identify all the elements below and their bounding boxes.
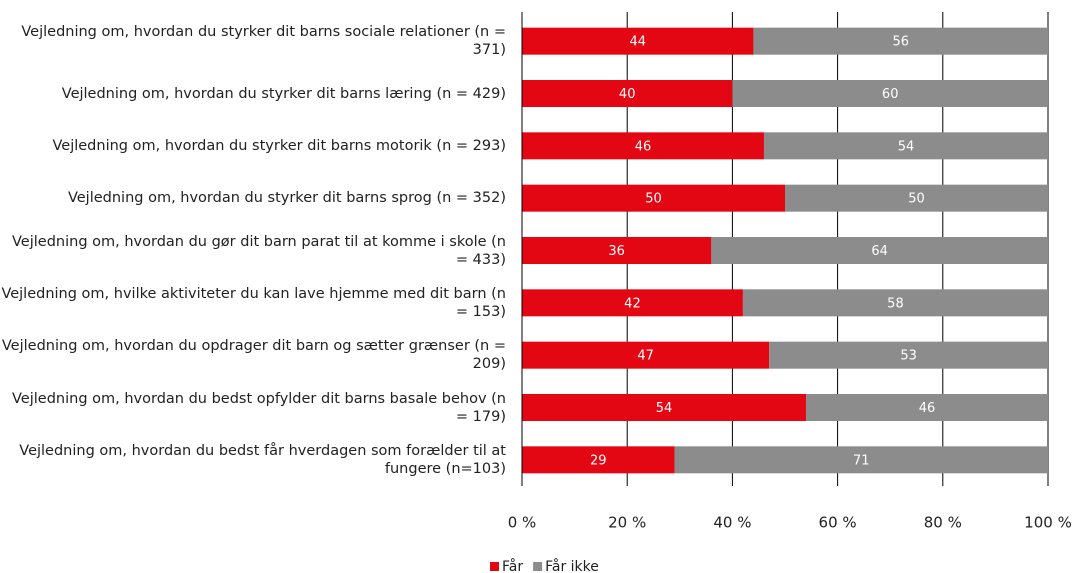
data-label: 29 xyxy=(590,453,607,468)
bar-segment xyxy=(674,446,1048,474)
category-label: Vejledning om, hvordan du gør dit barn p… xyxy=(12,233,506,268)
category-label: Vejledning om, hvordan du styrker dit ba… xyxy=(67,190,506,207)
legend-swatch xyxy=(490,562,499,571)
category-label: Vejledning om, hvordan du styrker dit ba… xyxy=(21,24,506,59)
bar-segment xyxy=(522,27,754,55)
data-label: 50 xyxy=(908,192,925,207)
legend-swatch xyxy=(533,562,543,571)
bar-segment xyxy=(769,341,1048,369)
bar-segment xyxy=(732,80,1048,107)
data-label: 46 xyxy=(919,401,936,416)
x-tick-label: 20 % xyxy=(608,514,646,532)
data-label: 58 xyxy=(887,296,904,311)
bar-segment xyxy=(742,289,1048,317)
bar-segment xyxy=(522,184,785,212)
bar-segment xyxy=(785,184,1048,212)
data-label: 54 xyxy=(898,139,915,154)
bar-segment xyxy=(522,237,712,264)
data-label: 71 xyxy=(853,453,870,468)
data-label: 60 xyxy=(882,87,899,102)
data-label: 54 xyxy=(656,401,673,416)
x-tick-label: 80 % xyxy=(924,514,962,532)
x-tick-label: 100 % xyxy=(1024,514,1072,532)
bar-segment xyxy=(763,132,1048,160)
bar-segment xyxy=(522,289,743,317)
x-tick-label: 0 % xyxy=(508,514,537,532)
data-label: 56 xyxy=(892,35,909,50)
category-label: Vejledning om, hvordan du opdrager dit b… xyxy=(1,338,506,373)
bar-segment xyxy=(806,394,1048,421)
bar-segment xyxy=(753,27,1048,55)
category-label: Vejledning om, hvordan du bedst opfylder… xyxy=(12,390,506,425)
x-tick-label: 60 % xyxy=(819,514,857,532)
bar-segment xyxy=(522,394,807,421)
legend-label: Får ikke xyxy=(545,558,599,573)
bar-segment xyxy=(522,341,770,369)
bar-segment xyxy=(522,80,733,107)
data-label: 47 xyxy=(637,349,654,364)
data-label: 46 xyxy=(635,139,652,154)
data-label: 40 xyxy=(619,87,636,102)
legend-label: Får xyxy=(502,558,523,573)
category-label: Vejledning om, hvordan du styrker dit ba… xyxy=(52,137,506,154)
data-label: 42 xyxy=(624,296,641,311)
data-label: 36 xyxy=(608,244,625,259)
data-label: 64 xyxy=(871,244,888,259)
category-label: Vejledning om, hvilke aktiviteter du kan… xyxy=(1,285,506,320)
x-tick-label: 40 % xyxy=(713,514,751,532)
category-label: Vejledning om, hvordan du styrker dit ba… xyxy=(61,85,506,102)
category-label: Vejledning om, hvordan du bedst får hver… xyxy=(19,442,506,477)
bar-segment xyxy=(522,446,675,474)
data-label: 50 xyxy=(645,192,662,207)
bar-segment xyxy=(522,132,764,160)
data-label: 44 xyxy=(629,35,646,50)
bar-segment xyxy=(711,237,1048,264)
data-label: 53 xyxy=(900,349,917,364)
